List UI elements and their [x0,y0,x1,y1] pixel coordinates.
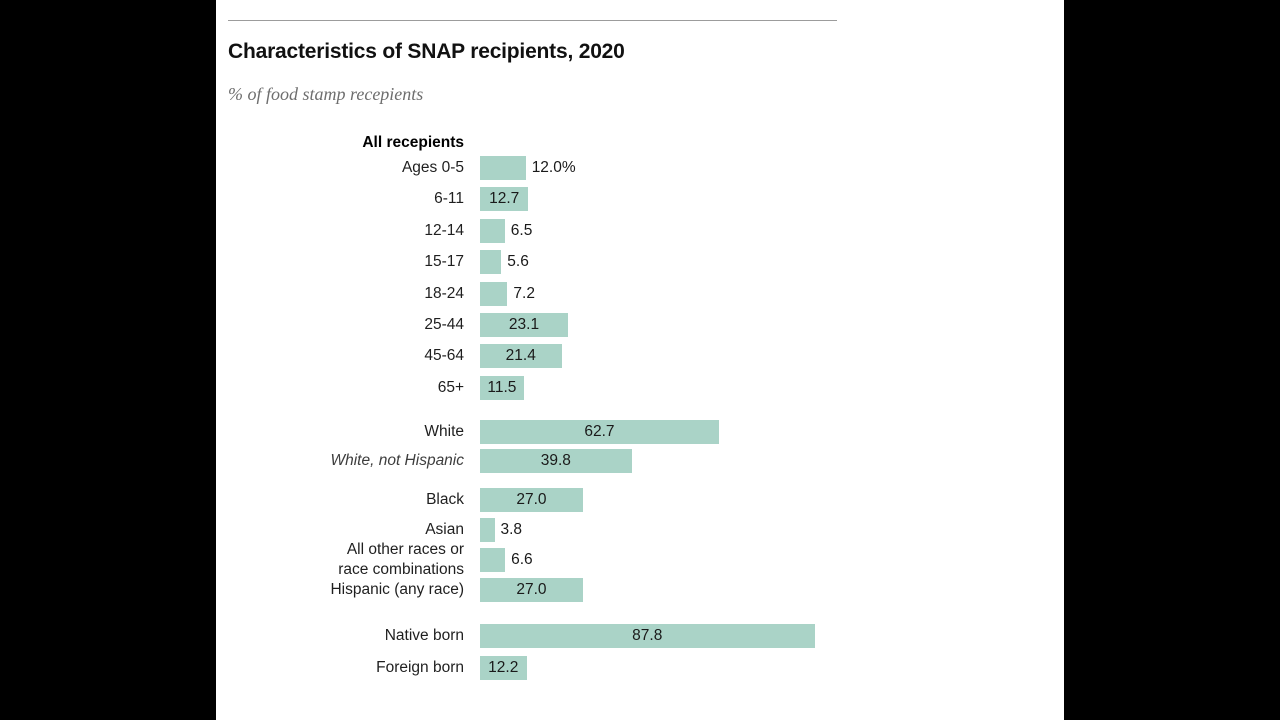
section-heading: All recepients [362,134,464,151]
bar-track: 12.7 [480,187,1064,212]
value-bar: 62.7 [480,419,719,444]
value-bar [480,250,502,275]
category-label: All other races or race combinations [338,540,464,578]
bar-track: 3.8 [480,517,1064,542]
value-label: 6.6 [511,550,533,568]
bar-track: 27.0 [480,487,1064,512]
value-label: 23.1 [508,315,540,333]
category-label: 6-11 [434,190,464,208]
value-bar: 12.2 [480,655,527,680]
bar-track: 5.6 [480,250,1064,275]
value-label: 6.5 [510,221,533,239]
bar-row: 15-17 5.6 [216,250,1064,275]
value-label: 39.8 [540,451,571,469]
value-bar: 39.8 [480,448,632,473]
chart-subtitle: % of food stamp recepients [228,84,424,104]
value-bar [480,547,506,572]
bar-row: Foreign born 12.2 [216,655,1064,680]
value-bar: 12.7 [480,187,529,212]
bar-row: 18-24 7.2 [216,281,1064,306]
value-bar [480,281,508,306]
value-label: 3.8 [500,520,523,538]
value-label: 7.2 [513,284,535,302]
bar-track: 27.0 [480,577,1064,602]
bar-row: Asian 3.8 [216,517,1064,542]
category-label: Black [426,490,464,508]
bar-row: All other races or race combinations 6.6 [216,541,1064,578]
value-bar [480,517,495,542]
value-bar [480,218,505,243]
category-label: White, not Hispanic [330,451,464,469]
bar-row: Hispanic (any race) 27.0 [216,577,1064,602]
value-label: 62.7 [584,422,615,440]
bar-row: Ages 0-5 12.0% [216,156,1064,180]
value-bar: 87.8 [480,623,815,648]
bar-track: 62.7 [480,419,1064,444]
bar-row: 45-64 21.4 [216,344,1064,369]
chart-section: All recepients Ages 0-5 12.0% 6-11 12.7 12-14… [216,133,1064,400]
bar-track: 21.4 [480,344,1064,369]
value-label: 27.0 [516,490,547,508]
bar-row: Native born 87.8 [216,623,1064,648]
category-label: Native born [384,626,464,644]
category-label: White [424,422,464,440]
value-bar: 11.5 [480,375,524,400]
category-label: Hispanic (any race) [330,580,464,598]
top-rule [228,20,837,21]
category-label: 18-24 [424,284,464,302]
value-label: 5.6 [507,253,529,271]
bar-track: 12.2 [480,655,1064,680]
bar-track: 7.2 [480,281,1064,306]
category-label: 25-44 [424,315,464,333]
value-label: 11.5 [487,378,517,396]
bar-row: White, not Hispanic 39.8 [216,448,1064,473]
bar-track: 39.8 [480,448,1064,473]
bar-row: 25-44 23.1 [216,312,1064,337]
bar-row: 12-14 6.5 [216,218,1064,243]
bar-row: Black 27.0 [216,487,1064,512]
bar-track: 11.5 [480,375,1064,400]
bar-row: White 62.7 [216,419,1064,444]
bar-track: 6.6 [480,547,1064,572]
category-label: Foreign born [376,658,464,676]
value-label: 12.0% [531,159,576,176]
value-label: 12.7 [489,190,520,208]
bar-track: 87.8 [480,623,1064,648]
chart-title: Characteristics of SNAP recipients, 2020 [228,40,625,63]
category-label: Asian [425,520,464,538]
category-label: Ages 0-5 [401,159,464,176]
bar-row: 65+ 11.5 [216,375,1064,400]
value-bar: 27.0 [480,487,583,512]
value-label: 21.4 [505,347,536,365]
value-bar: 23.1 [480,312,568,337]
category-label: 65+ [437,378,464,396]
bar-chart: All recepients Ages 0-5 12.0% 6-11 12.7 12-14… [216,133,1064,688]
value-bar: 21.4 [480,344,562,369]
bar-track: 12.0% [480,156,1064,180]
bar-row: 6-11 12.7 [216,187,1064,212]
bar-track: 23.1 [480,312,1064,337]
value-label: 12.2 [488,658,519,676]
chart-section: Native born 87.8 Foreign born 12.2 [216,623,1064,680]
chart-section: White 62.7 White, not Hispanic 39.8 [216,419,1064,473]
value-label: 87.8 [632,626,663,644]
category-label: 45-64 [424,347,464,365]
value-bar [480,156,526,180]
category-label: 15-17 [424,253,464,271]
report-panel: Characteristics of SNAP recipients, 2020… [216,0,1064,720]
bar-track: 6.5 [480,218,1064,243]
value-bar: 27.0 [480,577,583,602]
value-label: 27.0 [516,580,547,598]
chart-section: Black 27.0 Asian 3.8 All other races or race … [216,487,1064,602]
category-label: 12-14 [424,221,464,239]
